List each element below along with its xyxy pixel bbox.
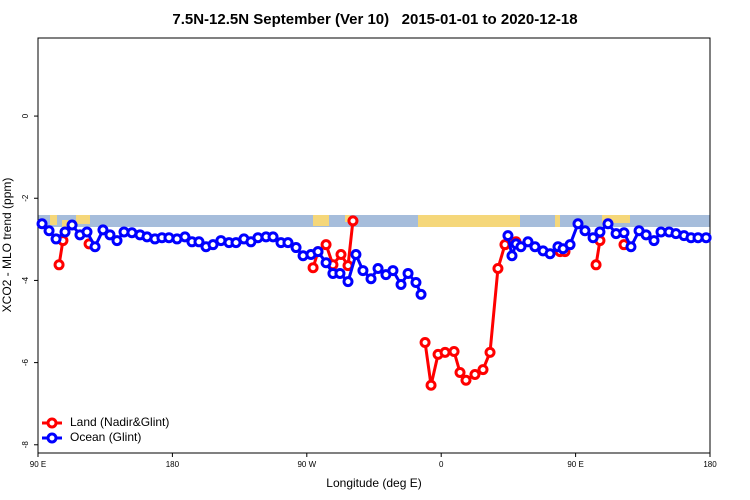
- data-point: [506, 250, 518, 262]
- data-point: [395, 279, 407, 291]
- data-point: [572, 218, 584, 230]
- data-point: [334, 267, 346, 279]
- chart-title: 7.5N-12.5N September (Ver 10) 2015-01-01…: [172, 11, 577, 28]
- data-point: [602, 218, 614, 230]
- y-tick-label: -4: [21, 276, 30, 284]
- data-point: [648, 235, 660, 247]
- data-point: [357, 265, 369, 277]
- data-point: [320, 257, 332, 269]
- x-tick-label: 90 E: [567, 460, 583, 469]
- land-patch: [555, 215, 560, 227]
- data-point: [454, 366, 466, 378]
- data-point: [335, 249, 347, 261]
- data-point: [587, 232, 599, 244]
- data-point: [425, 379, 437, 391]
- data-point: [53, 259, 65, 271]
- data-point: [365, 273, 377, 285]
- data-point: [448, 346, 460, 358]
- data-point: [111, 235, 123, 247]
- data-point: [81, 226, 93, 238]
- data-point: [347, 215, 359, 227]
- x-tick-label: 180: [166, 460, 180, 469]
- data-point: [410, 276, 422, 288]
- legend-marker: [46, 432, 58, 444]
- data-point: [312, 246, 324, 258]
- y-tick-label: -6: [21, 359, 30, 367]
- plot-frame: [37, 37, 711, 454]
- y-tick-label: 0: [21, 113, 30, 118]
- legend-label: Ocean (Glint): [70, 430, 141, 444]
- data-point: [179, 231, 191, 243]
- y-tick-label: -8: [21, 441, 30, 449]
- data-point: [43, 225, 55, 237]
- legend-marker: [46, 417, 58, 429]
- data-point: [419, 336, 431, 348]
- data-point: [36, 218, 48, 230]
- data-point: [590, 259, 602, 271]
- land-patch: [76, 215, 90, 224]
- data-point: [515, 241, 527, 253]
- data-point: [282, 237, 294, 249]
- data-point: [267, 231, 279, 243]
- land-patch: [313, 215, 329, 226]
- legend-label: Land (Nadir&Glint): [70, 415, 169, 429]
- data-point: [50, 233, 62, 245]
- data-point: [492, 263, 504, 275]
- data-point: [59, 226, 71, 238]
- data-point: [97, 224, 109, 236]
- data-point: [594, 226, 606, 238]
- land-patch: [345, 215, 350, 222]
- data-point: [290, 242, 302, 254]
- y-axis-label: XCO2 - MLO trend (ppm): [0, 178, 14, 313]
- data-point: [529, 241, 541, 253]
- data-point: [640, 229, 652, 241]
- data-point: [522, 236, 534, 248]
- land-patch: [602, 215, 630, 223]
- land-patch: [50, 215, 57, 225]
- x-axis-label: Longitude (deg E): [326, 476, 421, 490]
- x-tick-label: 0: [439, 460, 444, 469]
- data-point: [502, 230, 514, 242]
- data-point: [372, 263, 384, 275]
- data-point: [104, 229, 116, 241]
- data-point: [320, 239, 332, 251]
- land-strip: [38, 215, 710, 227]
- data-point: [700, 232, 712, 244]
- data-point: [484, 346, 496, 358]
- data-point: [579, 225, 591, 237]
- land-patch: [418, 215, 520, 227]
- data-point: [89, 241, 101, 253]
- data-point: [387, 265, 399, 277]
- data-point: [350, 249, 362, 261]
- data-point: [439, 346, 451, 358]
- data-point: [544, 248, 556, 260]
- data-point: [625, 241, 637, 253]
- x-tick-label: 180: [703, 460, 717, 469]
- data-point: [307, 262, 319, 274]
- data-point: [66, 219, 78, 231]
- land-patch: [62, 220, 68, 227]
- data-point: [564, 239, 576, 251]
- data-point: [207, 239, 219, 251]
- data-point: [469, 369, 481, 381]
- data-point: [342, 276, 354, 288]
- ocean-band: [38, 215, 710, 227]
- data-point: [193, 236, 205, 248]
- x-tick-label: 90 E: [30, 460, 46, 469]
- y-tick-label: -2: [21, 194, 30, 202]
- data-point: [402, 267, 414, 279]
- data-point: [415, 288, 427, 300]
- data-point: [477, 364, 489, 376]
- data-point: [618, 227, 630, 239]
- data-point: [460, 374, 472, 386]
- x-tick-label: 90 W: [297, 460, 316, 469]
